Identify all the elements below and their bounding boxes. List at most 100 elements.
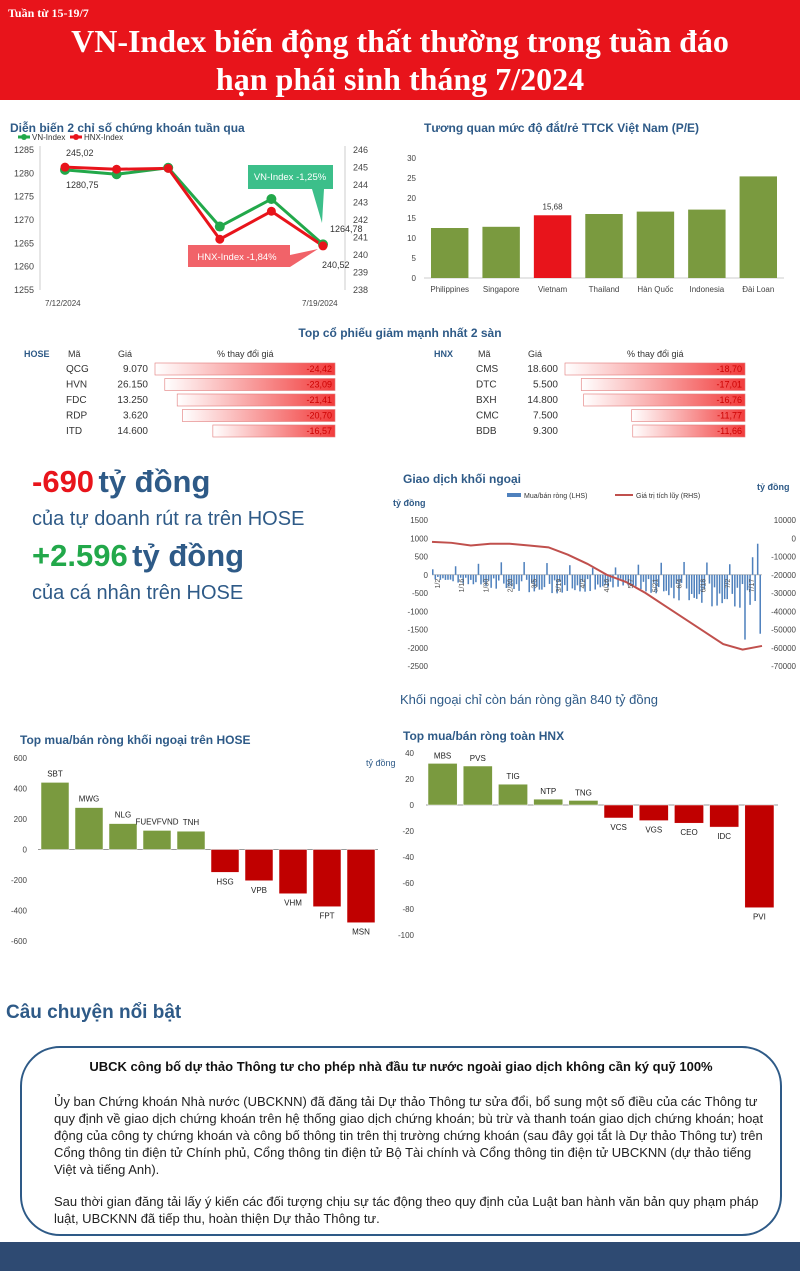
fx-net-bar [594, 574, 596, 590]
pe-tick-label: 30 [407, 154, 416, 163]
hose-bar [346, 849, 376, 923]
fx-net-bar [551, 574, 553, 594]
fx-net-bar [452, 574, 454, 582]
fx-net-bar [569, 565, 571, 575]
fx-net-bar [459, 574, 462, 578]
row-price: 13.250 [117, 395, 148, 406]
fx-net-bar [531, 574, 533, 584]
story-headline: UBCK công bố dự thảo Thông tư cho phép n… [89, 1059, 713, 1074]
fx-net-bar [612, 574, 614, 588]
vn-callout-box [248, 165, 333, 223]
hose-bar [40, 782, 70, 850]
index-chart: VN-Index HNX-Index 1285 1280 1275 1270 1265 126… [14, 133, 368, 308]
row-change-bar [632, 424, 746, 438]
exchange-label: HNX [434, 349, 453, 359]
week-label: Tuần từ 15-19/7 [8, 6, 89, 20]
index-chart-title: Diễn biến 2 chỉ số chứng khoán tuần qua [10, 121, 245, 135]
row-price: 18.600 [527, 364, 558, 375]
vn-index-line [64, 166, 324, 246]
hnx-index-point [112, 164, 122, 174]
hose-bar-label: SBT [47, 769, 63, 778]
hnx-index-point [318, 241, 328, 251]
pe-category-label: Singapore [483, 285, 520, 294]
highlight-1-number: -690 [32, 464, 95, 499]
fx-net-bar [492, 574, 495, 579]
pe-bar [585, 214, 623, 278]
hnx-index-line [64, 165, 324, 248]
fx-net-bar [434, 574, 437, 580]
fx-left-tick: -500 [412, 589, 429, 598]
fx-net-bar [736, 574, 739, 588]
legend-hnx-marker [73, 134, 79, 140]
row-change-value: -16,76 [716, 395, 742, 405]
hnx-tick-label: 0 [410, 801, 415, 810]
fx-left-tick: 1500 [410, 516, 428, 525]
fx-net-bar [685, 574, 688, 589]
hose-bar [244, 849, 274, 882]
fx-net-bar [721, 574, 723, 604]
hnx-bar [744, 804, 775, 908]
top-losers-table: HOSE Mã Giá % thay đổi giá QCG 9.070 -24,42 HVN… [24, 349, 746, 438]
story-paragraph-2: Sau thời gian đăng tải lấy ý kiến các đố… [54, 1194, 759, 1226]
row-change-value: -16,57 [306, 426, 332, 436]
hose-bar-label: MSN [352, 928, 370, 937]
fx-net-bar [642, 574, 645, 582]
hose-tick-label: -400 [11, 907, 28, 916]
fx-net-bar [668, 574, 670, 596]
right-tick-label: 240 [353, 250, 368, 260]
fx-net-bar [655, 574, 657, 594]
fx-date-label: 1/16 [459, 579, 466, 593]
exchange-label: HOSE [24, 349, 50, 359]
fx-net-bar [609, 574, 612, 582]
hnx-tick-label: -100 [398, 931, 415, 940]
hnx-bar-label: VGS [645, 826, 662, 835]
fx-left-tick: -2500 [408, 662, 429, 671]
fx-net-bar [637, 564, 640, 575]
hnx-tick-label: -80 [402, 905, 414, 914]
hnx-end-label: 240,52 [322, 260, 350, 270]
highlight-2: +2.596 tỷ đồng [32, 538, 244, 574]
fx-left-tick: 0 [424, 571, 429, 580]
left-tick-label: 1270 [14, 215, 34, 225]
hnx-unit-label: tỷ đồng [366, 758, 396, 768]
col-gia-header: Giá [118, 349, 132, 359]
hose-bar [74, 807, 104, 850]
fx-net-bar [472, 574, 475, 585]
fx-net-bar [604, 574, 607, 585]
fx-net-bar [635, 574, 637, 587]
fx-right-tick: 10000 [774, 516, 797, 525]
row-change-bar [182, 409, 336, 422]
fx-net-bar [513, 574, 515, 589]
fx-net-bar [630, 574, 632, 584]
fx-date-label: 7/17 [749, 579, 756, 593]
fx-date-label: 6/4 [677, 579, 684, 589]
row-change-bar [164, 378, 336, 391]
row-ticker: HVN [66, 380, 87, 391]
right-tick-label: 242 [353, 215, 368, 225]
row-change-value: -23,09 [306, 380, 332, 390]
fx-net-bar [462, 574, 464, 584]
fx-net-bar [756, 543, 759, 575]
hnx-bar [533, 798, 564, 806]
fx-net-bar [663, 574, 665, 592]
fx-net-bar [579, 574, 581, 592]
fx-net-bar [500, 562, 503, 575]
hose-bar [210, 849, 240, 873]
fx-net-bar [571, 574, 574, 589]
fx-net-bar [485, 574, 487, 587]
fx-left-tick: -1500 [408, 626, 429, 635]
row-change-bar [583, 393, 746, 407]
col-ma-header: Mã [478, 349, 491, 359]
pe-tick-label: 0 [412, 274, 417, 283]
row-price: 26.150 [117, 380, 148, 391]
fx-net-bar [482, 574, 485, 583]
row-change-bar [154, 362, 336, 376]
fx-date-label: 6/18 [701, 579, 708, 593]
pe-category-label: Đài Loan [742, 285, 774, 294]
fx-net-bar [660, 562, 662, 575]
fx-net-bar [708, 574, 711, 584]
row-ticker: BDB [476, 426, 497, 437]
col-pct-header: % thay đổi giá [627, 349, 684, 359]
vn-end-label: 1264,78 [330, 224, 363, 234]
fx-net-bar [477, 563, 480, 575]
